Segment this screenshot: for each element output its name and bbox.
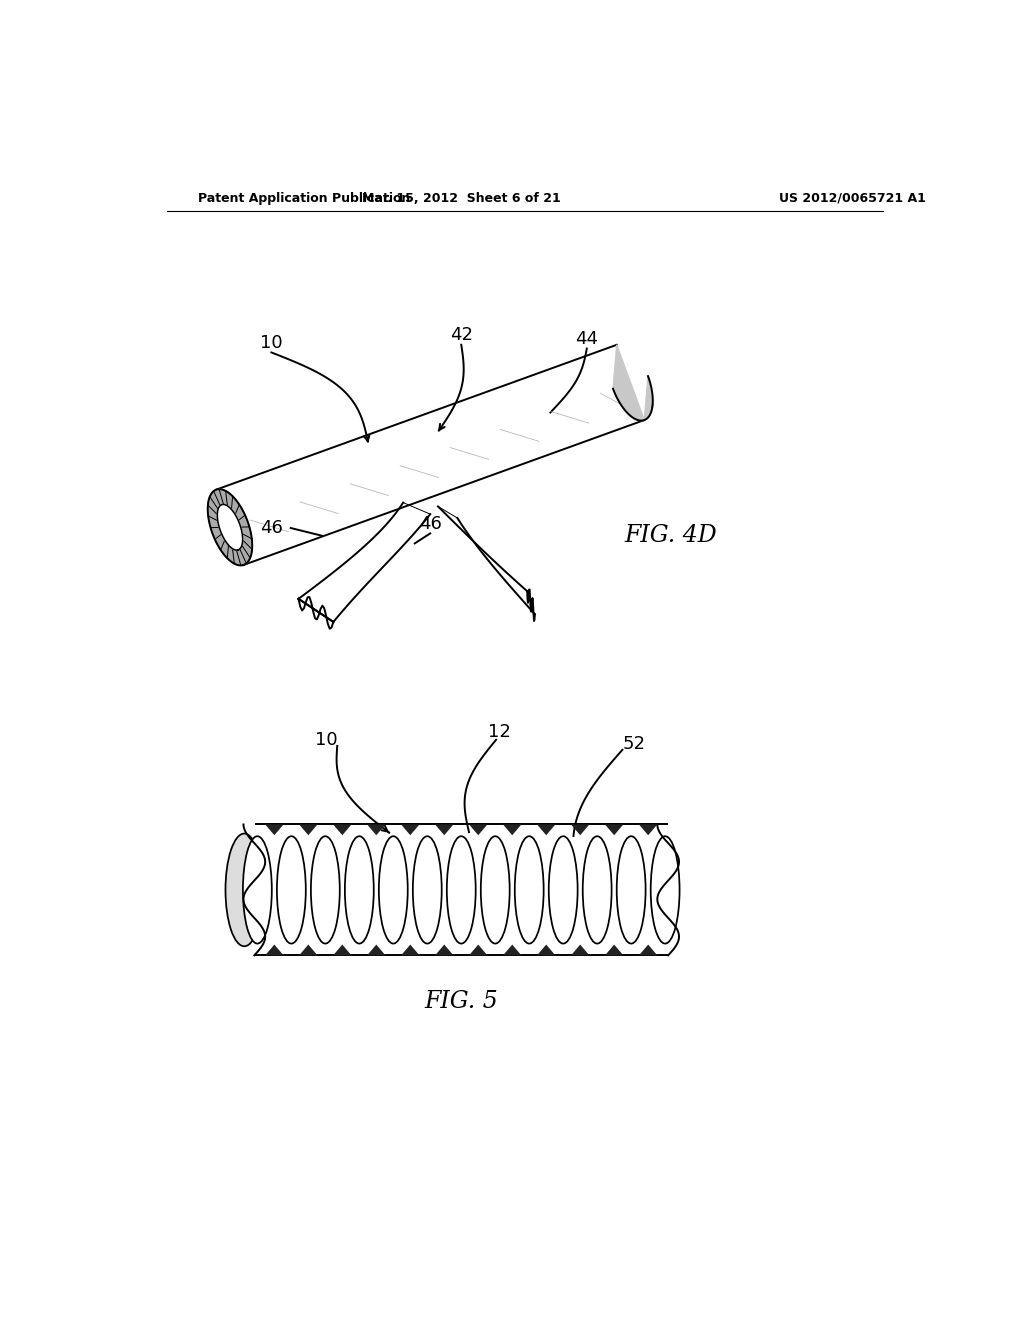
Polygon shape [368, 825, 385, 836]
Polygon shape [605, 825, 624, 836]
Polygon shape [639, 825, 657, 836]
Polygon shape [503, 945, 521, 956]
Polygon shape [217, 504, 243, 550]
Polygon shape [503, 825, 521, 836]
Polygon shape [435, 945, 454, 956]
Polygon shape [639, 945, 657, 956]
Ellipse shape [446, 837, 476, 944]
Ellipse shape [549, 837, 578, 944]
Text: US 2012/0065721 A1: US 2012/0065721 A1 [779, 191, 926, 205]
Ellipse shape [616, 837, 645, 944]
Ellipse shape [311, 837, 340, 944]
Text: 46: 46 [419, 515, 441, 533]
Ellipse shape [276, 837, 306, 944]
Polygon shape [469, 825, 487, 836]
Polygon shape [435, 825, 454, 836]
Ellipse shape [345, 837, 374, 944]
Ellipse shape [481, 837, 510, 944]
Text: FIG. 4D: FIG. 4D [624, 524, 717, 548]
Text: 12: 12 [488, 723, 511, 741]
Text: 10: 10 [314, 731, 337, 748]
Ellipse shape [583, 837, 611, 944]
Ellipse shape [650, 837, 680, 944]
Polygon shape [469, 945, 487, 956]
Text: 10: 10 [260, 334, 283, 352]
Ellipse shape [515, 837, 544, 944]
Polygon shape [208, 490, 252, 565]
Polygon shape [299, 825, 317, 836]
Polygon shape [265, 825, 284, 836]
Polygon shape [605, 945, 624, 956]
Text: 42: 42 [450, 326, 473, 345]
Text: 52: 52 [623, 735, 645, 752]
Ellipse shape [243, 837, 271, 944]
Polygon shape [537, 945, 555, 956]
Polygon shape [401, 825, 420, 836]
Text: FIG. 5: FIG. 5 [424, 990, 498, 1012]
Text: Patent Application Publication: Patent Application Publication [198, 191, 411, 205]
Ellipse shape [413, 837, 441, 944]
Polygon shape [299, 945, 317, 956]
Polygon shape [265, 945, 284, 956]
Polygon shape [571, 945, 590, 956]
Text: 46: 46 [260, 519, 283, 537]
Polygon shape [537, 825, 555, 836]
Ellipse shape [225, 833, 263, 946]
Polygon shape [571, 825, 590, 836]
Ellipse shape [379, 837, 408, 944]
Polygon shape [368, 945, 385, 956]
Polygon shape [613, 345, 652, 421]
Polygon shape [401, 945, 420, 956]
Polygon shape [333, 825, 351, 836]
Polygon shape [333, 945, 351, 956]
Text: 44: 44 [575, 330, 598, 348]
Text: Mar. 15, 2012  Sheet 6 of 21: Mar. 15, 2012 Sheet 6 of 21 [361, 191, 560, 205]
